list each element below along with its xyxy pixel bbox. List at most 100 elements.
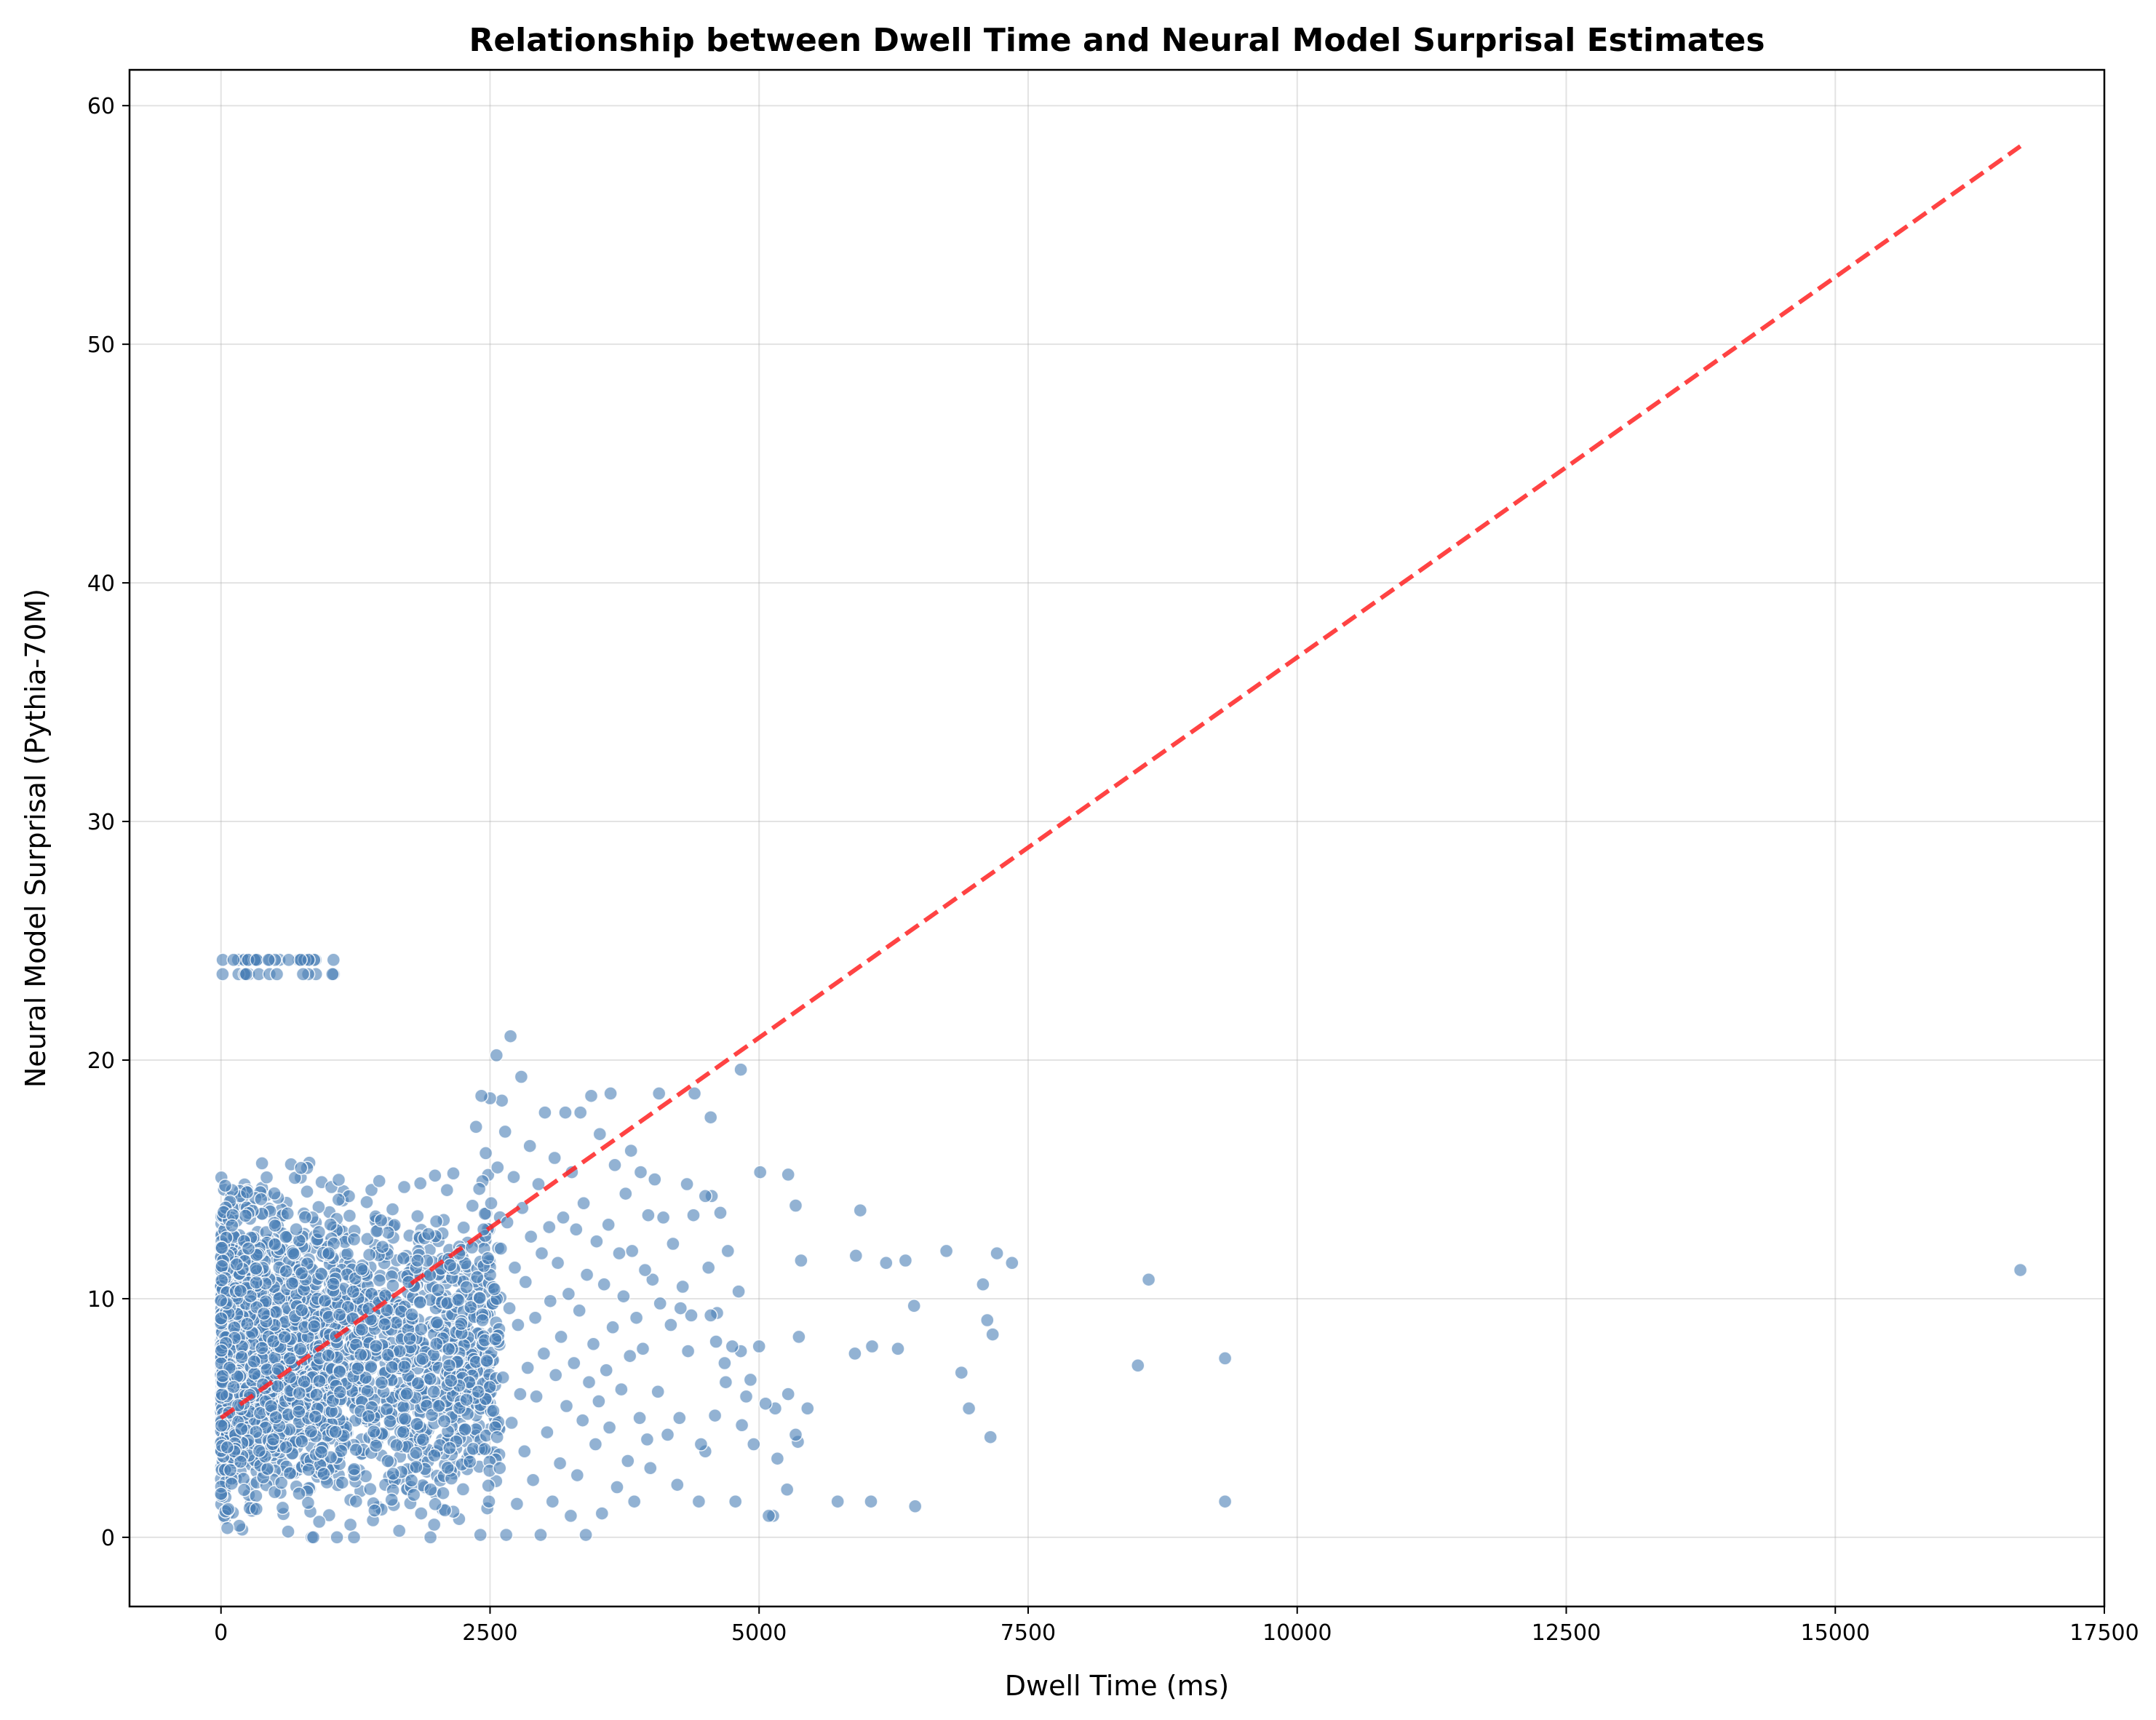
data-point — [701, 1260, 716, 1275]
data-point — [406, 1487, 421, 1502]
data-point — [599, 1363, 613, 1378]
chart-title: Relationship between Dwell Time and Neur… — [469, 22, 1765, 59]
data-point — [372, 1273, 387, 1288]
data-point — [459, 1393, 474, 1407]
data-point — [529, 1389, 544, 1404]
data-point — [747, 1437, 761, 1452]
data-point — [480, 1353, 494, 1368]
data-point — [236, 1483, 252, 1497]
data-point — [410, 1417, 424, 1431]
data-point — [592, 1126, 608, 1142]
data-point — [311, 1514, 327, 1529]
data-point — [605, 1320, 620, 1335]
data-point — [848, 1346, 862, 1361]
data-point — [632, 1411, 647, 1425]
data-point — [481, 1478, 496, 1493]
data-point — [233, 1283, 248, 1299]
data-point — [255, 1156, 269, 1171]
data-point — [350, 1361, 365, 1376]
data-point — [410, 1209, 425, 1224]
data-point — [384, 1492, 399, 1508]
data-point — [509, 1497, 525, 1511]
data-point — [363, 1481, 378, 1497]
data-point — [504, 1415, 519, 1430]
data-point — [456, 1220, 471, 1235]
x-tick-label: 12500 — [1532, 1620, 1601, 1646]
data-point — [436, 1486, 450, 1500]
data-point — [326, 952, 341, 968]
data-point — [517, 1444, 532, 1459]
data-point — [409, 1446, 423, 1460]
data-point — [285, 1276, 300, 1291]
data-point — [469, 1270, 485, 1285]
data-point — [295, 1434, 309, 1449]
data-point — [247, 1366, 262, 1381]
data-point — [651, 1086, 667, 1101]
data-point — [488, 1331, 503, 1347]
data-point — [520, 1361, 535, 1375]
data-point — [733, 1062, 748, 1077]
data-point — [396, 1251, 411, 1266]
data-point — [421, 1227, 436, 1241]
data-point — [543, 1294, 558, 1308]
x-axis-label: Dwell Time (ms) — [1005, 1670, 1229, 1702]
data-point — [314, 1267, 329, 1281]
data-point — [761, 1508, 776, 1524]
data-point — [268, 1410, 283, 1425]
data-point — [413, 1322, 429, 1337]
data-point — [372, 1174, 386, 1189]
data-point — [589, 1234, 604, 1249]
data-point — [651, 1385, 665, 1399]
data-point — [385, 1202, 400, 1217]
data-point — [976, 1277, 990, 1292]
data-point — [368, 1438, 383, 1453]
data-point — [405, 1307, 419, 1322]
data-point — [379, 1402, 394, 1417]
data-point — [325, 967, 340, 982]
data-point — [410, 1253, 425, 1268]
data-point — [552, 1456, 568, 1470]
data-point — [848, 1249, 864, 1263]
data-point — [294, 1303, 309, 1318]
data-point — [664, 1318, 678, 1332]
data-point — [624, 1243, 640, 1259]
data-point — [333, 1364, 347, 1379]
data-point — [301, 1495, 316, 1510]
data-point — [282, 1466, 298, 1481]
data-point — [269, 967, 285, 982]
data-point — [621, 1454, 635, 1468]
data-point — [691, 1494, 707, 1509]
data-point — [226, 1379, 241, 1394]
data-point — [717, 1355, 732, 1371]
data-point — [428, 1168, 442, 1183]
data-point — [473, 1527, 488, 1542]
data-point — [728, 1494, 743, 1509]
data-point — [490, 1160, 505, 1175]
data-point — [377, 1317, 392, 1331]
data-point — [386, 1278, 400, 1293]
data-point — [561, 1286, 576, 1302]
data-point — [239, 1185, 255, 1200]
data-point — [502, 1301, 517, 1315]
data-point — [396, 1425, 410, 1440]
data-point — [306, 1530, 321, 1545]
data-point — [496, 1370, 510, 1385]
data-point — [584, 1088, 599, 1103]
data-point — [331, 1193, 346, 1207]
data-point — [367, 1424, 381, 1439]
data-point — [444, 1373, 458, 1388]
data-point — [275, 1500, 290, 1516]
data-point — [983, 1430, 998, 1444]
x-axis-ticks: 0 2500 5000 7500 10000 12500 15000 17500 — [214, 1606, 2139, 1646]
data-point — [439, 1182, 455, 1198]
data-point — [234, 1422, 249, 1436]
data-point — [272, 1291, 287, 1306]
data-point — [247, 1354, 261, 1369]
data-point — [259, 1170, 274, 1185]
data-point — [939, 1243, 954, 1259]
data-point — [891, 1342, 905, 1356]
data-point — [349, 1494, 364, 1509]
data-point — [465, 1198, 480, 1213]
data-point — [478, 1146, 493, 1160]
